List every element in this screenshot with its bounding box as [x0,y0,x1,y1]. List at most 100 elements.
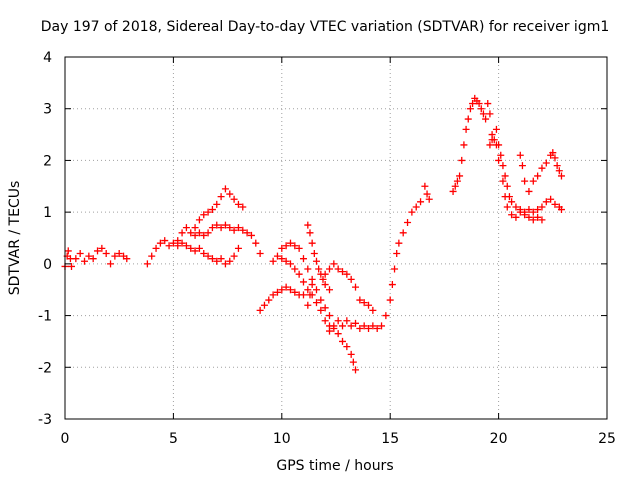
data-point [549,149,557,157]
data-point [497,151,505,159]
x-axis-label: GPS time / hours [276,458,393,474]
data-point [529,177,537,185]
y-tick-label: 2 [43,153,52,169]
y-axis-label: SDTVAR / TECUs [7,181,23,296]
data-point [508,198,516,206]
data-point [269,291,277,299]
data-point [187,244,195,252]
data-point [247,231,255,239]
data-point [221,185,229,193]
data-point [230,195,238,203]
data-point [273,252,281,260]
data-point [182,224,190,232]
data-point [551,200,559,208]
data-point [516,206,524,214]
y-tick-label: -2 [38,360,52,376]
data-point [217,193,225,201]
data-point [393,250,401,258]
data-point [161,237,169,245]
data-point [200,250,208,258]
data-point [484,100,492,108]
data-point [475,100,483,108]
data-point [319,275,327,283]
data-point [469,100,477,108]
data-point [315,265,323,273]
data-point [291,265,299,273]
data-point [265,296,273,304]
data-point [239,226,247,234]
data-point [352,366,360,374]
data-point [382,312,390,320]
axis-ticks [64,56,608,420]
data-point [213,200,221,208]
data-point [508,211,516,219]
data-point [278,255,286,263]
data-point [243,229,251,237]
data-point [213,257,221,265]
data-point [339,322,347,330]
data-point [360,322,368,330]
data-point [499,177,507,185]
data-point [479,110,487,118]
data-point [174,237,182,245]
data-point [369,322,377,330]
data-point [234,224,242,232]
y-tick-label: 4 [43,50,52,66]
data-point [356,325,364,332]
x-tick-label: 15 [381,431,399,447]
data-point [492,125,500,133]
data-point [304,221,312,229]
data-point [195,244,203,252]
y-tick-labels: -3 -2 -1 0 1 2 3 4 [38,50,52,428]
data-point [304,301,312,309]
data-point [282,283,290,291]
data-point [542,159,550,167]
data-point [306,229,314,237]
data-point [486,110,494,118]
data-point [321,270,329,278]
data-point [352,319,360,327]
x-tick-label: 20 [490,431,508,447]
data-point [234,200,242,208]
data-point [310,250,318,258]
grid [65,57,607,419]
data-point [477,105,485,113]
data-point [252,239,260,247]
data-point [525,213,533,221]
data-point [412,203,420,211]
data-point [208,206,216,214]
data-point [462,125,470,133]
data-point [295,270,303,278]
data-point [347,350,355,358]
y-tick-label: 0 [43,257,52,273]
data-point [334,330,342,338]
data-point [449,187,457,195]
data-point [347,322,355,330]
data-point [143,260,151,268]
data-point [256,250,264,258]
data-point [102,250,110,258]
data-point [501,172,509,180]
data-point [482,115,490,123]
data-point [325,312,333,320]
data-point [178,229,186,237]
data-point [378,322,386,330]
data-point [64,247,72,255]
data-point [208,224,216,232]
data-point [456,172,464,180]
data-point [148,252,156,260]
data-point [330,260,338,268]
data-point [278,286,286,294]
data-point [325,322,333,330]
data-point [273,288,281,296]
data-point [256,306,264,314]
data-point [191,231,199,239]
data-point [534,172,542,180]
data-point [308,239,316,247]
data-point [343,270,351,278]
data-point [360,299,368,307]
data-point [204,252,212,260]
data-point [486,141,494,149]
data-point [81,257,89,265]
